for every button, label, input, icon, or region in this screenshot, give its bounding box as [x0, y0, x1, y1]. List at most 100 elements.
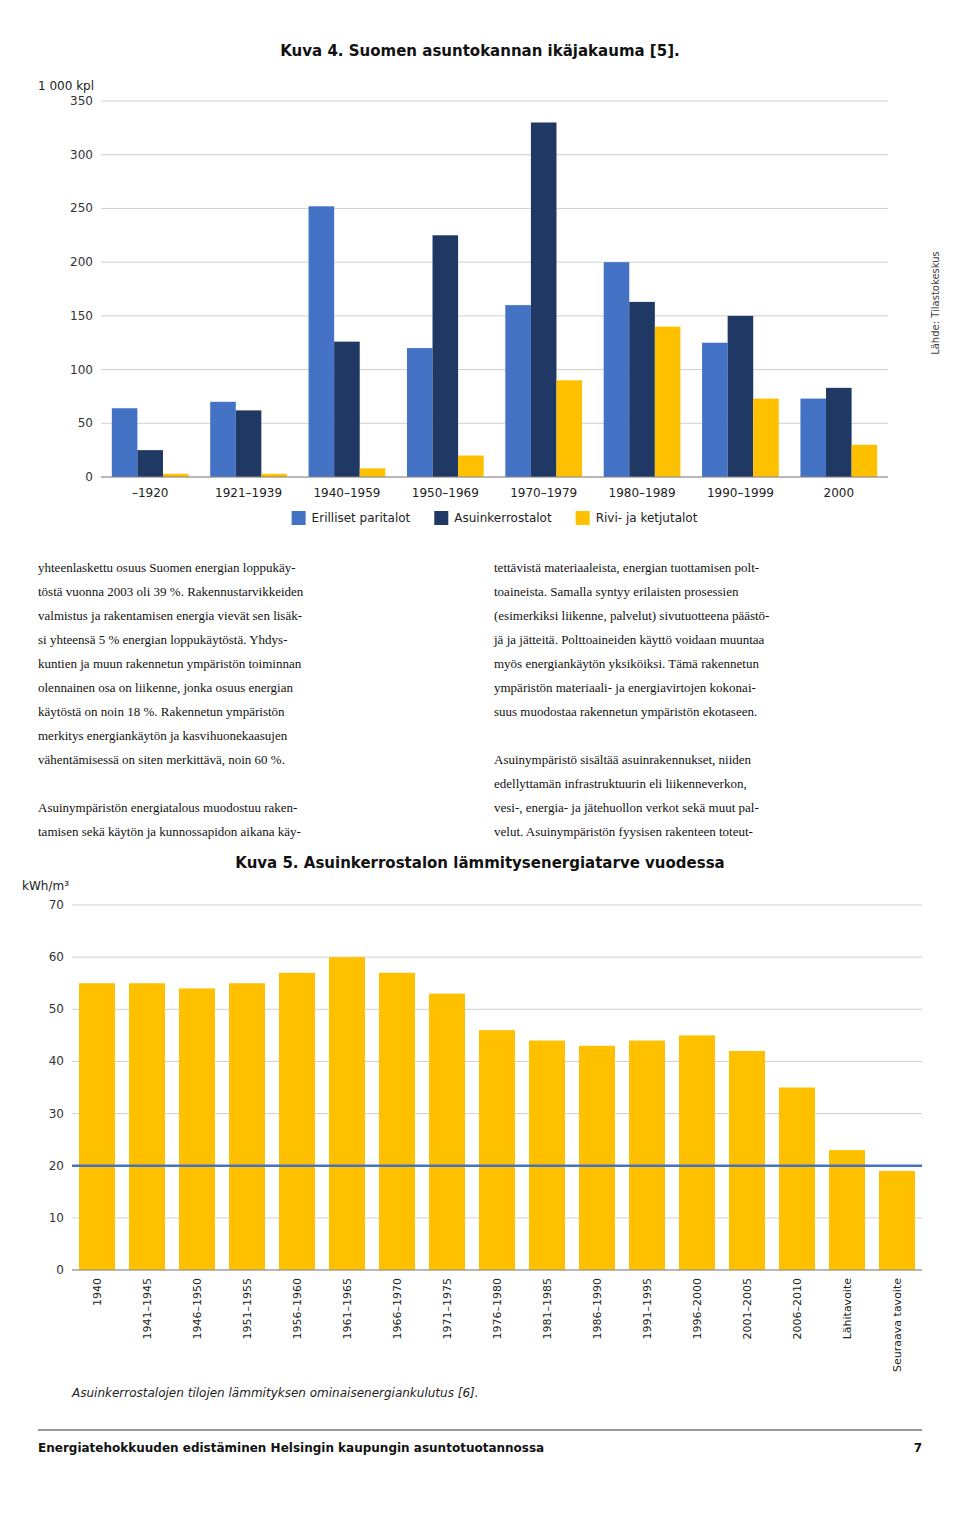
legend-swatch [576, 511, 590, 525]
bar [879, 1171, 915, 1270]
plot-area [112, 122, 877, 477]
annotation: Lähde: Tilastokeskus [930, 251, 941, 355]
bar [629, 1041, 665, 1270]
y-tick-label: 50 [78, 416, 93, 430]
x-tick-label: 1996–2000 [691, 1278, 704, 1340]
y-axis-label: kWh/m³ [22, 879, 69, 893]
legend-swatch [434, 511, 448, 525]
bar [531, 122, 557, 477]
x-tick-label: 1940–1959 [313, 486, 380, 500]
body-text: olennainen osa on liikenne, jonka osuus … [38, 680, 294, 695]
body-text: vesi-, energia- ja jätehuollon verkot se… [494, 800, 759, 815]
body-text: tamisen sekä käytön ja kunnossapidon aik… [38, 824, 301, 839]
bar [556, 380, 582, 477]
grid-line [72, 1165, 922, 1166]
grid-line [101, 154, 888, 155]
y-tick-label: 70 [49, 898, 64, 912]
x-tick-label: 1961–1965 [341, 1278, 354, 1340]
bar [505, 305, 531, 477]
x-tick-label: 2001–2005 [741, 1278, 754, 1340]
x-tick-label: 1976–1980 [491, 1278, 504, 1340]
bar [407, 348, 433, 477]
y-tick-label: 20 [49, 1159, 64, 1173]
bar [379, 973, 415, 1270]
body-text: suus muodostaa rakennetun ympäristön eko… [494, 704, 757, 719]
bar [137, 450, 163, 477]
x-tick-label: –1920 [132, 486, 169, 500]
x-tick-label: 1981–1985 [541, 1278, 554, 1340]
page-number: 7 [914, 1441, 922, 1455]
body-text: vähentämisessä on siten merkittävä, noin… [38, 752, 285, 767]
bar [210, 402, 236, 477]
body-text: käytöstä on noin 18 %. Rakennetun ympäri… [38, 704, 285, 719]
bar [360, 468, 386, 477]
reference-line [72, 1164, 922, 1167]
x-tick-label: 2006–2010 [791, 1278, 804, 1340]
body-text: merkitys energiankäytön ja kasvihuonekaa… [38, 728, 288, 743]
y-tick-label: 40 [49, 1054, 64, 1068]
footer: Energiatehokkuuden edistäminen Helsingin… [38, 1441, 544, 1455]
grid-line [101, 477, 888, 478]
chart: Kuva 4. Suomen asuntokannan ikäjakauma [… [38, 42, 941, 525]
x-axis-line [72, 1270, 922, 1271]
body-text: ympäristön materiaali- ja energiavirtoje… [494, 680, 756, 695]
x-tick-label: 2000 [824, 486, 855, 500]
bar [79, 983, 115, 1270]
y-tick-label: 60 [49, 950, 64, 964]
y-tick-label: 150 [70, 309, 93, 323]
bar [279, 973, 315, 1270]
bar [826, 388, 852, 477]
body-text: Asuinympäristön energiatalous muodostuu … [38, 800, 297, 815]
x-tick-label: 1956–1960 [291, 1278, 304, 1340]
x-tick-label: 1921–1939 [215, 486, 282, 500]
bar [309, 206, 335, 477]
grid-line [101, 101, 888, 102]
page: Kuva 4. Suomen asuntokannan ikäjakauma [… [0, 0, 960, 1515]
caption: Asuinkerrostalojen tilojen lämmityksen o… [71, 1386, 479, 1400]
body-text: myös energiankäytön yksiköiksi. Tämä rak… [494, 656, 759, 671]
x-tick-label: 1940 [91, 1278, 104, 1306]
x-tick-label: 1951–1955 [241, 1278, 254, 1340]
x-tick-label: 1980–1989 [609, 486, 676, 500]
bar [479, 1030, 515, 1270]
y-tick-label: 300 [70, 148, 93, 162]
bar [334, 342, 360, 477]
body-text: töstä vuonna 2003 oli 39 %. Rakennustarv… [38, 584, 304, 599]
bar [429, 994, 465, 1270]
legend-label: Rivi- ja ketjutalot [596, 511, 698, 525]
body-text: jä ja jätteitä. Polttoaineiden käyttö vo… [493, 632, 765, 647]
grid-line [101, 208, 888, 209]
bar [629, 302, 655, 477]
chart-title: Kuva 5. Asuinkerrostalon lämmitysenergia… [235, 854, 724, 872]
body-text: (esimerkiksi liikenne, palvelut) sivutuo… [494, 608, 769, 623]
bar [329, 957, 365, 1270]
plot-area [72, 957, 922, 1270]
bar [728, 316, 754, 477]
body-text: yhteenlaskettu osuus Suomen energian lop… [38, 560, 296, 575]
bar [179, 988, 215, 1270]
y-tick-label: 200 [70, 255, 93, 269]
y-tick-label: 10 [49, 1211, 64, 1225]
x-tick-label: 1946–1950 [191, 1278, 204, 1340]
bar [579, 1046, 615, 1270]
grid-line [101, 315, 888, 316]
chart-title: Kuva 4. Suomen asuntokannan ikäjakauma [… [280, 42, 679, 60]
bar [604, 262, 630, 477]
x-axis-line [101, 477, 888, 478]
bar [129, 983, 165, 1270]
body-text: edellyttamän infrastruktuurin eli liiken… [494, 776, 747, 791]
y-tick-label: 0 [85, 470, 93, 484]
body-text: toaineista. Samalla syntyy erilaisten pr… [494, 584, 739, 599]
bar [829, 1150, 865, 1270]
bar [753, 399, 779, 477]
y-tick-label: 0 [56, 1263, 64, 1277]
legend-swatch [292, 511, 306, 525]
bar [112, 408, 138, 477]
x-tick-label: Lähitavoite [841, 1278, 854, 1340]
bar [433, 235, 459, 477]
y-tick-label: 30 [49, 1107, 64, 1121]
x-tick-label: 1971–1975 [441, 1278, 454, 1340]
x-tick-label: 1991–1995 [641, 1278, 654, 1340]
footer-rule [38, 1430, 922, 1431]
bar [229, 983, 265, 1270]
